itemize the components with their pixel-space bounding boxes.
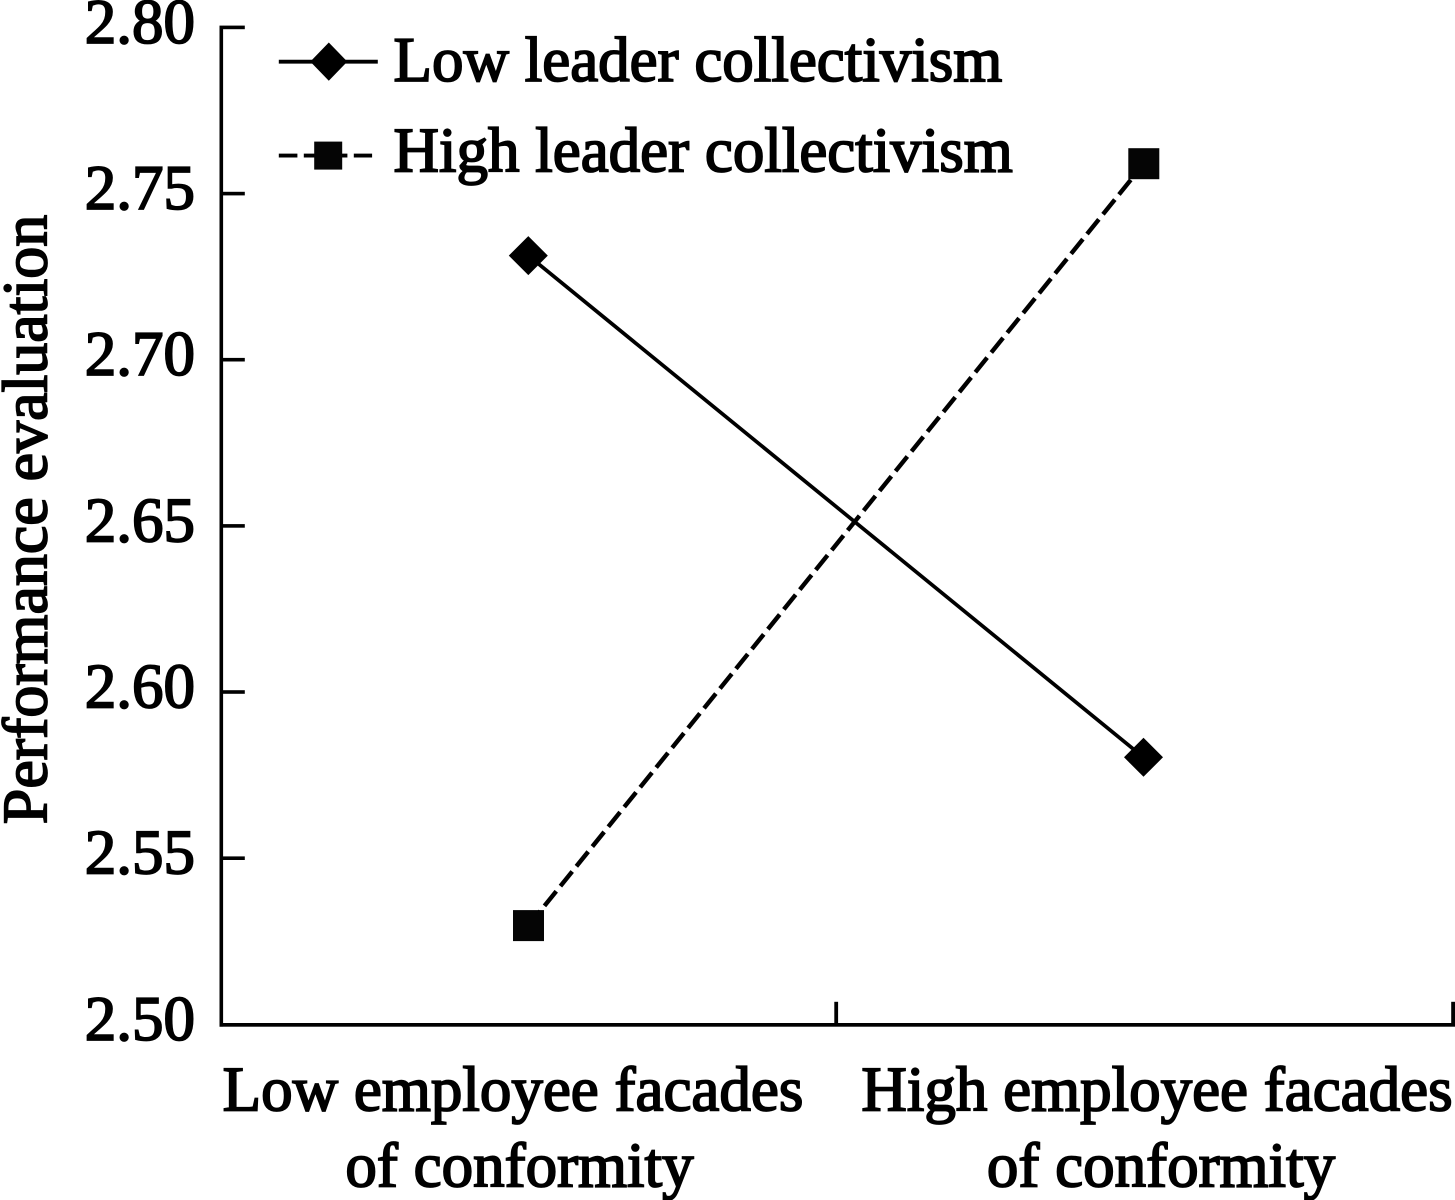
svg-text:High leader collectivism: High leader collectivism xyxy=(394,115,1013,185)
svg-text:Performance evaluation: Performance evaluation xyxy=(0,215,61,825)
svg-text:High employee facades: High employee facades xyxy=(861,1055,1452,1125)
svg-text:2.65: 2.65 xyxy=(85,485,195,555)
svg-text:Low employee facades: Low employee facades xyxy=(223,1055,804,1125)
svg-text:2.70: 2.70 xyxy=(85,319,195,389)
svg-text:2.50: 2.50 xyxy=(85,984,195,1054)
svg-text:2.60: 2.60 xyxy=(85,652,195,722)
svg-text:2.75: 2.75 xyxy=(85,153,195,223)
svg-text:of conformity: of conformity xyxy=(345,1130,694,1200)
svg-text:2.80: 2.80 xyxy=(85,0,195,57)
svg-text:Low leader collectivism: Low leader collectivism xyxy=(394,25,1003,95)
svg-text:2.55: 2.55 xyxy=(85,818,195,888)
svg-text:of conformity: of conformity xyxy=(987,1130,1336,1200)
